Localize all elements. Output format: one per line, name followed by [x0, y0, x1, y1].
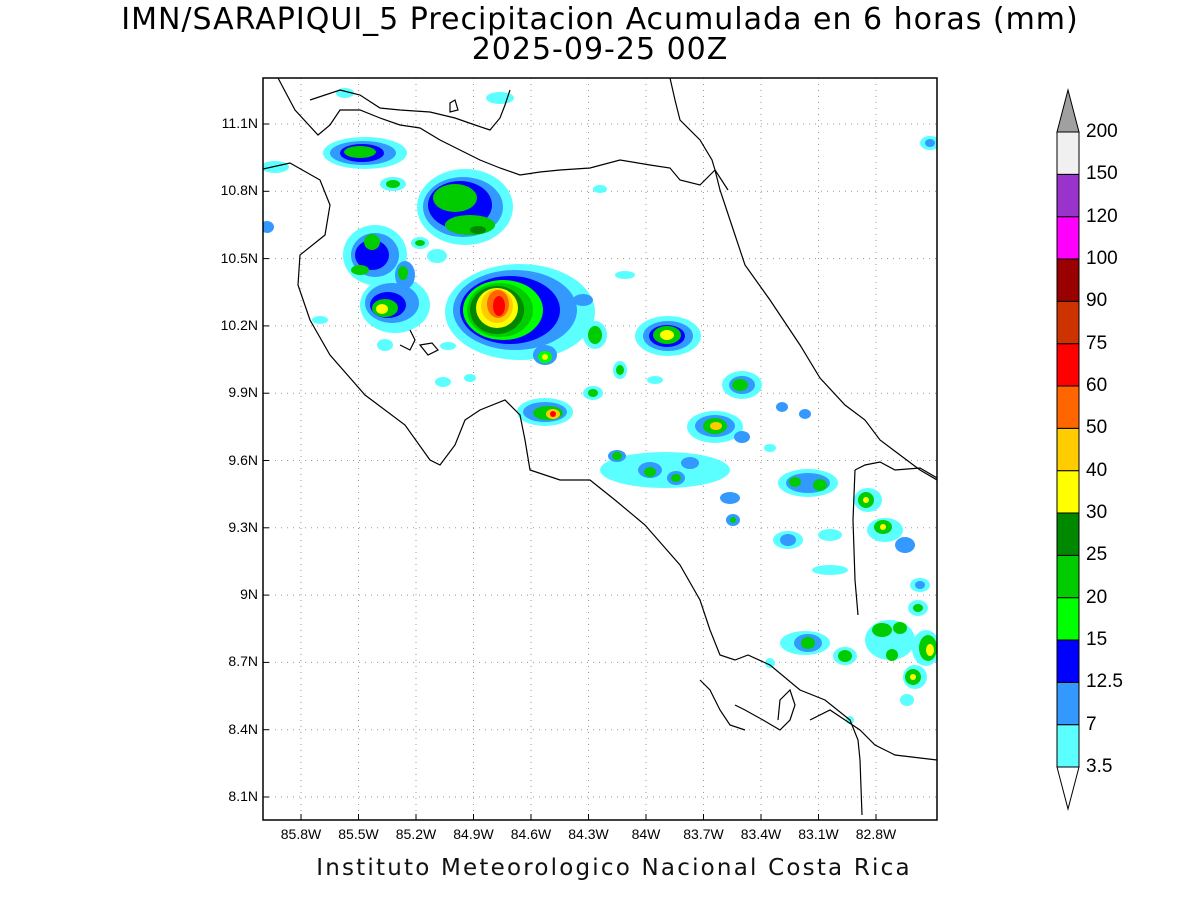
lon-label: 85.5W: [338, 826, 379, 842]
map-datetime: 2025-09-25 00Z: [471, 32, 729, 67]
colorbar-segment: [1056, 639, 1080, 683]
colorbar-level-label: 15: [1086, 629, 1108, 650]
colorbar-segment: [1056, 131, 1080, 175]
colorbar-segment: [1056, 554, 1080, 599]
colorbar-level-label: 100: [1086, 248, 1118, 269]
colorbar-level-label: 60: [1086, 375, 1108, 396]
colorbar-level-label: 120: [1086, 205, 1118, 227]
colorbar-segment: [1056, 470, 1080, 514]
colorbar-level-label: 25: [1086, 544, 1108, 566]
lon-label: 83.7W: [683, 826, 724, 842]
lat-label: 10.2N: [220, 316, 258, 333]
lat-lon-grid: [263, 78, 937, 820]
colorbar-segment: [1056, 385, 1080, 429]
colorbar-level-label: 75: [1086, 332, 1108, 354]
map-frame: [262, 77, 938, 821]
colorbar-segment: [1056, 258, 1080, 302]
precip-field: [263, 88, 937, 724]
colorbar: [1056, 88, 1080, 811]
colorbar-lower-triangle: [1056, 766, 1080, 811]
lat-label: 9.3N: [228, 518, 258, 535]
colorbar-segment: [1056, 300, 1080, 345]
colorbar-segment: [1056, 597, 1080, 641]
colorbar-level-label: 90: [1086, 290, 1108, 312]
map-title: IMN/SARAPIQUI_5 Precipitacion Acumulada …: [121, 2, 1079, 37]
colorbar-segment: [1056, 343, 1080, 387]
lat-label: 11.1N: [221, 115, 258, 131]
colorbar-segment: [1056, 512, 1080, 556]
lon-label: 82.8W: [855, 826, 897, 842]
colorbar-level-label: 200: [1086, 121, 1118, 142]
lon-label: 84.9W: [453, 826, 494, 842]
coastline: [263, 78, 937, 816]
colorbar-segment: [1056, 216, 1080, 260]
colorbar-level-label: 150: [1086, 163, 1118, 185]
colorbar-upper-triangle: [1056, 88, 1080, 133]
colorbar-segment: [1056, 681, 1080, 726]
colorbar-segment: [1056, 427, 1080, 472]
colorbar-level-label: 20: [1086, 586, 1108, 608]
axis-ticks: [263, 123, 877, 820]
lon-label: 83.4W: [740, 826, 782, 842]
colorbar-level-label: 7: [1086, 713, 1097, 735]
lat-label: 10.5N: [220, 249, 258, 266]
lon-label: 84.6W: [510, 826, 552, 842]
lat-label: 8.1N: [228, 788, 258, 804]
colorbar-level-label: 12.5: [1086, 671, 1123, 693]
lat-label: 10.8N: [220, 182, 258, 199]
colorbar-segment: [1056, 173, 1080, 218]
lon-label: 84.3W: [568, 826, 609, 842]
footer-credit: Instituto Meteorologico Nacional Costa R…: [316, 855, 912, 881]
lat-label: 9.6N: [228, 451, 258, 468]
lat-label: 9N: [240, 586, 258, 603]
colorbar-level-label: 50: [1086, 417, 1108, 439]
lon-label: 83.1W: [798, 826, 839, 842]
colorbar-level-label: 3.5: [1086, 756, 1113, 777]
lat-label: 8.7N: [228, 653, 258, 670]
colorbar-level-label: 30: [1086, 502, 1108, 523]
lat-label: 9.9N: [228, 384, 258, 401]
lon-label: 85.2W: [395, 826, 437, 842]
lat-label: 8.4N: [228, 720, 258, 737]
lon-label: 84W: [631, 826, 661, 842]
lon-label: 85.8W: [280, 826, 322, 842]
colorbar-segment: [1056, 724, 1080, 768]
colorbar-level-label: 40: [1086, 459, 1108, 481]
